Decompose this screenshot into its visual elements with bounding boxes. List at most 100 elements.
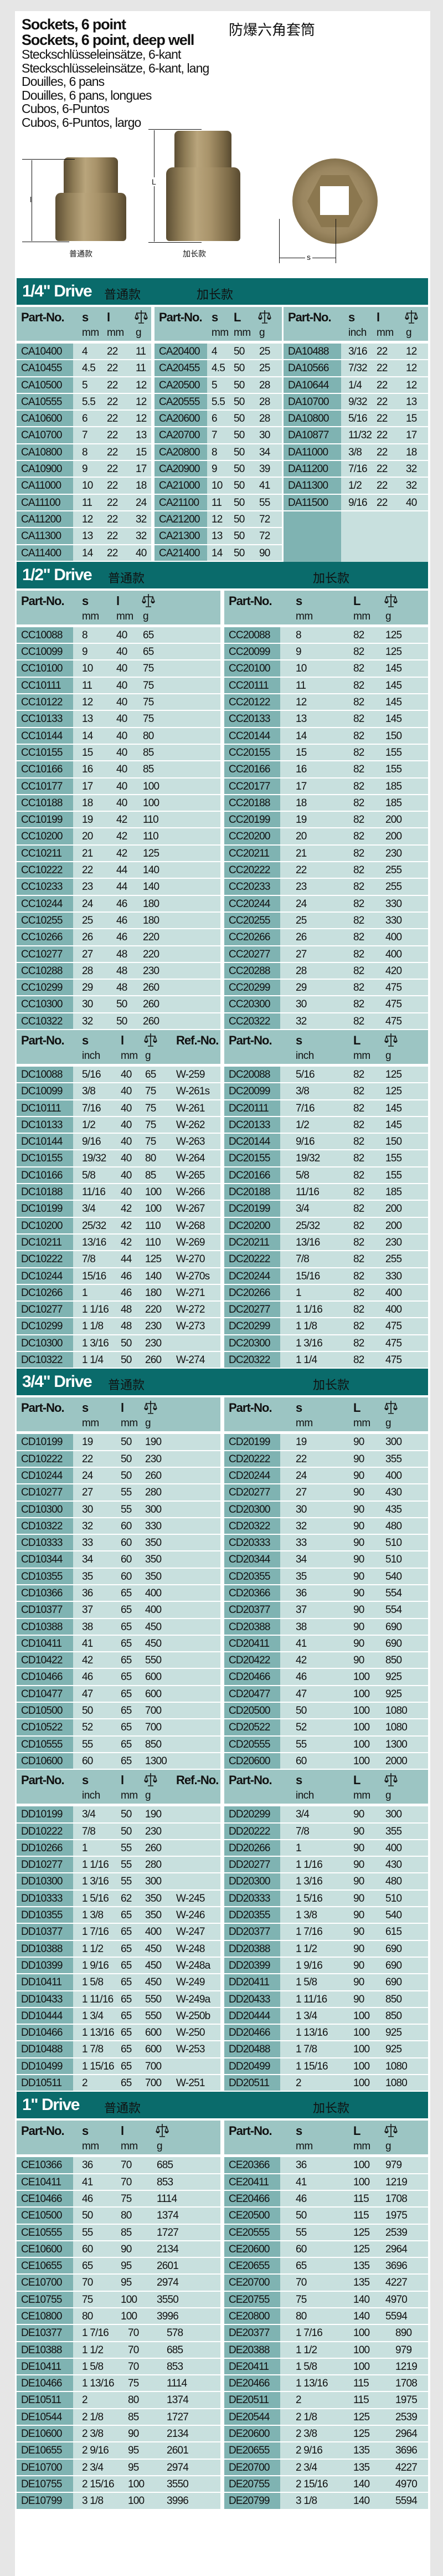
cell-value: 5/8 bbox=[296, 1169, 310, 1181]
cell-value: 4970 bbox=[385, 2293, 408, 2306]
cell-value: 24 bbox=[296, 898, 307, 910]
cell-value: 350 bbox=[145, 1909, 162, 1922]
table-row: CD10366 36 65 400 bbox=[17, 1585, 220, 1602]
cell-value: 80 bbox=[128, 2394, 139, 2406]
part-number: DD10433 bbox=[21, 1993, 63, 2005]
cell-value: 155 bbox=[385, 746, 402, 759]
cell-value: 15/16 bbox=[296, 1270, 320, 1282]
cell-value: 7/16 bbox=[348, 463, 368, 475]
cell-value: 35 bbox=[82, 1570, 93, 1583]
cell-value: 90 bbox=[353, 1926, 364, 1938]
cell-value: 90 bbox=[353, 1825, 364, 1837]
section-title: 1" Drive bbox=[22, 2096, 80, 2114]
part-number: CE20755 bbox=[229, 2293, 270, 2306]
cell-value: 25 bbox=[259, 346, 270, 357]
cell-value: 75 bbox=[143, 663, 154, 675]
table-row: DD10266 1 55 260 bbox=[17, 1840, 220, 1857]
cell-value: 11 bbox=[82, 496, 92, 509]
table-row: CD20500 50 100 1080 bbox=[224, 1703, 428, 1720]
cell-value: 82 bbox=[353, 1304, 364, 1316]
cell-value: 70 bbox=[82, 2277, 93, 2289]
cell-value: 82 bbox=[353, 1287, 364, 1299]
cell-value: 125 bbox=[353, 2243, 370, 2255]
cell-value: 52 bbox=[82, 1722, 93, 1734]
table-row: CE20555 55 125 2539 bbox=[224, 2225, 428, 2241]
cell-value: 90 bbox=[353, 1587, 364, 1599]
cell-value: 9 bbox=[296, 646, 302, 658]
table-row: DD10444 1 3/4 65 550 W-250b bbox=[17, 2008, 220, 2025]
standard-label: 普通款 bbox=[69, 249, 92, 258]
part-number: CA11400 bbox=[21, 547, 61, 559]
cell-value: 155 bbox=[385, 764, 402, 776]
cell-value: 850 bbox=[385, 2010, 402, 2022]
scale-icon bbox=[384, 2123, 398, 2138]
cell-value: 510 bbox=[385, 1892, 402, 1904]
cell-value: 46 bbox=[116, 931, 127, 944]
part-number: DA10700 bbox=[288, 396, 329, 408]
cell-value: 11/16 bbox=[82, 1186, 106, 1199]
cell-value: 9 bbox=[212, 463, 218, 475]
cell-value: 1 5/16 bbox=[82, 1892, 109, 1904]
part-number: CE20366 bbox=[229, 2159, 270, 2172]
table-row: DC10155 19/32 40 80 W-264 bbox=[17, 1150, 220, 1167]
part-number: CA20555 bbox=[159, 396, 200, 408]
title-cn: 防爆六角套筒 bbox=[229, 22, 316, 38]
table-row: CD10377 37 65 400 bbox=[17, 1602, 220, 1619]
table-row: CA20500 5 50 28 bbox=[154, 377, 282, 394]
cell-value: 110 bbox=[145, 1236, 161, 1248]
part-number: CC20211 bbox=[229, 847, 270, 859]
cell-value: 2 bbox=[82, 2394, 88, 2406]
cell-value: 30 bbox=[296, 1503, 307, 1515]
cell-value: 10 bbox=[212, 480, 223, 492]
cell-value: 140 bbox=[145, 1270, 162, 1282]
cell-value: 25 bbox=[296, 914, 307, 926]
cell-value: 25 bbox=[82, 914, 93, 926]
title-block: Sockets, 6 point Sockets, 6 point, deep … bbox=[22, 17, 209, 129]
cell-value: W-265 bbox=[176, 1169, 205, 1181]
long-label: 加长款 bbox=[313, 1378, 350, 1392]
table-row: DC20199 3/4 82 200 bbox=[224, 1201, 428, 1218]
cell-value: 2134 bbox=[167, 2428, 189, 2440]
section-header: 3/4" Drive 普通款 加长款 bbox=[17, 1369, 428, 1396]
cell-value: 12 bbox=[136, 413, 147, 425]
cell-value: 82 bbox=[353, 814, 364, 826]
cell-value: 14 bbox=[212, 547, 223, 559]
part-number: CC10088 bbox=[21, 629, 63, 641]
table-row: CE10755 75 100 3550 bbox=[17, 2292, 220, 2308]
cell-value: 140 bbox=[353, 2310, 370, 2322]
cell-value: 82 bbox=[353, 982, 364, 994]
cell-value: 100 bbox=[353, 1755, 370, 1767]
cell-value: 2 15/16 bbox=[82, 2478, 115, 2490]
table-row: DC20300 1 3/16 82 475 bbox=[224, 1335, 428, 1353]
cell-value: 230 bbox=[145, 1337, 162, 1349]
column-header: s bbox=[82, 1033, 89, 1047]
cell-value: 115 bbox=[353, 2394, 369, 2406]
column-unit: mm bbox=[296, 610, 313, 622]
table-row: CD20322 32 90 480 bbox=[224, 1518, 428, 1535]
cell-value: 220 bbox=[143, 948, 159, 960]
table-row: CD20244 24 90 400 bbox=[224, 1468, 428, 1485]
cell-value: 65 bbox=[121, 2027, 132, 2039]
column-header: Part-No. bbox=[21, 1401, 65, 1415]
cell-value: 82 bbox=[353, 1169, 364, 1181]
table-row: DD10199 3/4 50 190 bbox=[17, 1806, 220, 1824]
part-number: DC20166 bbox=[229, 1169, 270, 1181]
column-header: L bbox=[353, 1401, 360, 1415]
cell-value: 82 bbox=[353, 764, 364, 776]
table-row: DC10266 1 46 180 W-271 bbox=[17, 1285, 220, 1302]
cell-value: 110 bbox=[145, 1220, 161, 1232]
cell-value: 90 bbox=[353, 1436, 364, 1448]
table-row: DE20544 2 1/8 125 2539 bbox=[224, 2409, 428, 2426]
cell-value: 540 bbox=[385, 1909, 402, 1922]
cell-value: 90 bbox=[353, 1993, 364, 2005]
cell-value: 100 bbox=[353, 1688, 370, 1700]
part-number: CD10466 bbox=[21, 1671, 63, 1683]
column-unit: inch bbox=[348, 327, 367, 339]
cell-value: 230 bbox=[145, 1825, 162, 1837]
table-row: DD20388 1 1/2 90 690 bbox=[224, 1941, 428, 1958]
parts-table: Part-No. s inch l mm g Ref.-No. DC10088 5/16 40 65… bbox=[17, 1030, 220, 1369]
dim-s-label: s bbox=[305, 253, 312, 262]
cell-value: 925 bbox=[385, 1671, 402, 1683]
column-unit: mm bbox=[234, 327, 251, 339]
